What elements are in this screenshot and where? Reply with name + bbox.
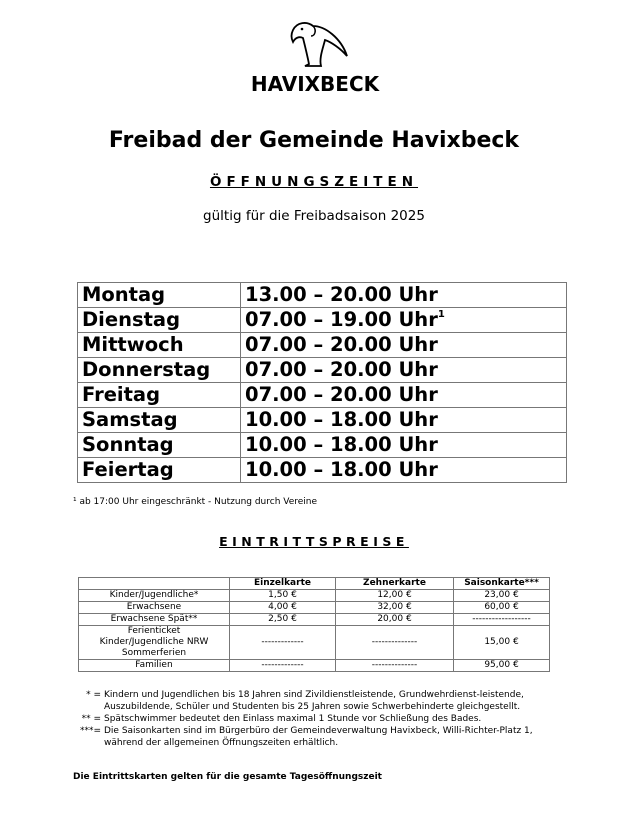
prices-table: Einzelkarte Zehnerkarte Saisonkarte*** Kind… (78, 577, 550, 672)
opening-hours-table: Montag 13.00 – 20.00 Uhr Dienstag 07.00 – 1… (77, 282, 567, 483)
hours-row: Montag 13.00 – 20.00 Uhr (77, 282, 567, 308)
logo-text: HAVIXBECK (250, 72, 380, 96)
footnote-text: Die Saisonkarten sind im Bürgerbüro der … (104, 726, 533, 748)
time-text: 07.00 – 20.00 Uhr (245, 383, 438, 406)
time-text: 13.00 – 20.00 Uhr (245, 283, 438, 306)
category-cell: Familien (78, 659, 230, 672)
price-row: Kinder/Jugendliche* 1,50 €12,00 €23,00 € (78, 589, 550, 602)
price-cell: ------------- (229, 659, 336, 672)
day-cell: Sonntag (77, 432, 241, 458)
hours-row: Freitag 07.00 – 20.00 Uhr (77, 382, 567, 408)
hours-footnote: ¹ ab 17:00 Uhr eingeschränkt - Nutzung d… (73, 497, 318, 507)
price-cell: 23,00 € (453, 589, 550, 602)
time-cell: 07.00 – 20.00 Uhr (240, 332, 567, 358)
day-cell: Montag (77, 282, 241, 308)
column-header: Saisonkarte*** (453, 577, 550, 590)
day-cell: Freitag (77, 382, 241, 408)
price-cell: 32,00 € (335, 601, 454, 614)
footnote-text: Spätschwimmer bedeutet den Einlass maxim… (104, 714, 482, 724)
hours-row: Sonntag 10.00 – 18.00 Uhr (77, 432, 567, 458)
time-cell: 10.00 – 18.00 Uhr (240, 432, 567, 458)
havixbeck-logo: HAVIXBECK (240, 18, 390, 98)
time-text: 07.00 – 20.00 Uhr (245, 333, 438, 356)
column-header (78, 577, 230, 590)
hours-row: Mittwoch 07.00 – 20.00 Uhr (77, 332, 567, 358)
prices-header-row: Einzelkarte Zehnerkarte Saisonkarte*** (78, 577, 550, 590)
price-cell: -------------- (335, 659, 454, 672)
prices-heading: EINTRITTSPREISE (219, 534, 409, 549)
footnote-marker: * = (86, 690, 101, 700)
category-cell: Erwachsene Spät** (78, 613, 230, 626)
price-cell: 12,00 € (335, 589, 454, 602)
footnote-marker: ** = (81, 714, 101, 724)
column-header: Zehnerkarte (335, 577, 454, 590)
footnote: ** = Spätschwimmer bedeutet den Einlass m… (73, 713, 553, 725)
price-row: Familien ------------- -------------- 95,00… (78, 659, 550, 672)
time-text: 10.00 – 18.00 Uhr (245, 408, 438, 431)
hours-row: Donnerstag 07.00 – 20.00 Uhr (77, 357, 567, 383)
footnote: * = Kindern und Jugendlichen bis 18 Jahre… (73, 689, 553, 713)
time-cell: 10.00 – 18.00 Uhr (240, 457, 567, 483)
falcon-icon (290, 22, 348, 67)
opening-hours-heading: ÖFFNUNGSZEITEN (209, 174, 419, 190)
price-cell: 20,00 € (335, 613, 454, 626)
price-row: Erwachsene 4,00 €32,00 €60,00 € (78, 601, 550, 614)
price-cell: 1,50 € (229, 589, 336, 602)
time-text: 10.00 – 18.00 Uhr (245, 458, 438, 481)
footnote-mark: 1 (437, 309, 445, 320)
day-cell: Feiertag (77, 457, 241, 483)
final-note: Die Eintrittskarten gelten für die gesam… (73, 772, 382, 782)
day-cell: Samstag (77, 407, 241, 433)
hours-row: Samstag 10.00 – 18.00 Uhr (77, 407, 567, 433)
hours-row: Dienstag 07.00 – 19.00 Uhr1 (77, 307, 567, 333)
footnote: ***= Die Saisonkarten sind im Bürgerbüro … (73, 725, 553, 749)
price-cell: ------------- (229, 625, 336, 660)
price-row: Erwachsene Spät** 2,50 €20,00 € ----------… (78, 613, 550, 626)
footnote-text: Kindern und Jugendlichen bis 18 Jahren s… (104, 690, 524, 712)
hours-row: Feiertag 10.00 – 18.00 Uhr (77, 457, 567, 483)
footnote-marker: ***= (79, 726, 101, 736)
category-cell: Erwachsene (78, 601, 230, 614)
price-cell: -------------- (335, 625, 454, 660)
price-cell: 2,50 € (229, 613, 336, 626)
column-header: Einzelkarte (229, 577, 336, 590)
time-cell: 07.00 – 19.00 Uhr1 (240, 307, 567, 333)
time-text: 10.00 – 18.00 Uhr (245, 433, 438, 456)
time-cell: 13.00 – 20.00 Uhr (240, 282, 567, 308)
day-cell: Dienstag (77, 307, 241, 333)
day-cell: Mittwoch (77, 332, 241, 358)
time-text: 07.00 – 19.00 Uhr (245, 308, 438, 331)
time-cell: 07.00 – 20.00 Uhr (240, 382, 567, 408)
day-cell: Donnerstag (77, 357, 241, 383)
category-cell: Kinder/Jugendliche* (78, 589, 230, 602)
price-cell: 60,00 € (453, 601, 550, 614)
footnotes: * = Kindern und Jugendlichen bis 18 Jahre… (73, 689, 553, 749)
time-cell: 07.00 – 20.00 Uhr (240, 357, 567, 383)
price-cell: 95,00 € (453, 659, 550, 672)
price-cell: 15,00 € (453, 625, 550, 660)
price-row: Ferienticket Kinder/Jugendliche NRW Somm… (78, 625, 550, 660)
page-title: Freibad der Gemeinde Havixbeck (108, 128, 520, 153)
price-cell: 4,00 € (229, 601, 336, 614)
time-cell: 10.00 – 18.00 Uhr (240, 407, 567, 433)
category-cell: Ferienticket Kinder/Jugendliche NRW Somm… (78, 625, 230, 660)
season-text: gültig für die Freibadsaison 2025 (203, 208, 425, 224)
time-text: 07.00 – 20.00 Uhr (245, 358, 438, 381)
price-cell: ------------------ (453, 613, 550, 626)
